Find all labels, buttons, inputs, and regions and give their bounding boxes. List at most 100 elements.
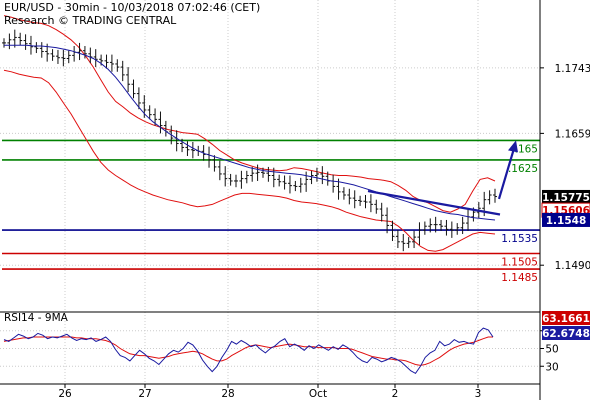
level-label: 1.1485: [501, 272, 538, 284]
candle: [449, 221, 454, 238]
trendline: [367, 190, 501, 216]
candle: [395, 230, 400, 249]
candle: [66, 50, 71, 64]
chart-title: EUR/USD - 30min - 10/03/2018 07:02:46 (C…: [4, 1, 260, 14]
candle: [147, 105, 152, 120]
candle: [406, 237, 411, 249]
rsi-panel: [3, 327, 494, 375]
rsi-marker-box: [542, 326, 590, 340]
candle: [77, 42, 82, 61]
candle: [287, 175, 292, 194]
candle: [136, 87, 141, 110]
candle: [223, 166, 228, 187]
candle: [433, 216, 438, 233]
candle: [444, 219, 449, 236]
candle: [55, 49, 60, 64]
candle: [390, 220, 395, 242]
price-axis: 1.17431.16591.14901.157751.156061.154870…: [540, 63, 590, 373]
bollinger-upper-line: [3, 15, 496, 213]
candle: [109, 54, 114, 72]
candle: [104, 54, 109, 69]
candle: [120, 60, 125, 82]
price-marker-box: [542, 212, 590, 227]
level-lines: .165 .1625 1.1535 1.1505 1.1485: [2, 139, 540, 284]
candle: [428, 218, 433, 233]
candle: [212, 155, 217, 172]
level-label: .1625: [508, 163, 538, 175]
price-marker-box: [542, 189, 590, 204]
candle: [439, 219, 444, 231]
rsi-panel-title: RSI14 - 9MA: [4, 312, 69, 324]
chart-frame: [0, 0, 541, 400]
bollinger-bands: [3, 15, 496, 252]
date-label: 26: [58, 388, 72, 400]
candle: [131, 79, 136, 99]
candle: [331, 174, 336, 193]
candle: [190, 141, 195, 159]
candle: [358, 195, 363, 206]
candle: [93, 49, 98, 68]
level-label: .165: [515, 143, 538, 155]
candle: [72, 46, 77, 62]
candle: [153, 108, 158, 126]
candle: [304, 171, 309, 192]
grid: [0, 0, 540, 384]
candle: [82, 46, 87, 59]
candle: [487, 190, 492, 205]
candle: [455, 223, 460, 235]
candle: [228, 173, 233, 186]
candle: [368, 194, 373, 213]
candle: [363, 195, 368, 209]
candle: [314, 167, 319, 182]
candle: [250, 166, 255, 182]
rsi-line: [3, 327, 494, 375]
candle: [158, 111, 163, 134]
candle: [379, 202, 384, 222]
candle: [493, 188, 497, 203]
price-tick-label: 1.1743: [555, 63, 590, 75]
candle: [18, 32, 23, 46]
candle: [277, 174, 282, 187]
candle: [23, 34, 28, 50]
candle: [374, 199, 379, 214]
bollinger-lower-line: [3, 69, 496, 252]
candle: [217, 160, 222, 181]
candle: [207, 146, 212, 168]
rsi-tick-label: 50: [545, 344, 558, 356]
candles: [2, 29, 497, 252]
level-label: 1.1535: [501, 233, 538, 245]
candle: [180, 138, 185, 153]
rsi-ma-line: [3, 336, 493, 366]
candle: [341, 187, 346, 200]
date-label: 3: [475, 388, 482, 400]
candle: [460, 216, 465, 234]
candle: [412, 230, 417, 249]
candle: [293, 180, 298, 192]
date-axis: 26 27 28 Oct 2 3: [58, 384, 481, 400]
candle: [126, 67, 131, 93]
candle: [12, 29, 17, 48]
moving-average-line: [4, 44, 496, 221]
candle: [309, 170, 314, 185]
candle: [50, 49, 55, 61]
candle: [422, 221, 427, 235]
rsi-tick-label: 30: [545, 361, 558, 373]
candle: [234, 174, 239, 188]
candle: [417, 222, 422, 245]
price-marker-label: 1.15775: [542, 192, 590, 204]
candle: [385, 207, 390, 234]
candle: [260, 167, 265, 178]
candle: [34, 42, 39, 54]
candle: [244, 170, 249, 184]
candle: [282, 175, 287, 190]
date-label: 27: [138, 388, 151, 400]
candle: [255, 164, 260, 181]
candle: [347, 188, 352, 205]
rsi-marker-label: 63.1661: [542, 313, 590, 325]
candle: [39, 42, 44, 58]
candle: [185, 141, 190, 156]
candle: [320, 166, 325, 185]
candle: [2, 38, 6, 48]
analysis-overlay: [367, 140, 518, 216]
